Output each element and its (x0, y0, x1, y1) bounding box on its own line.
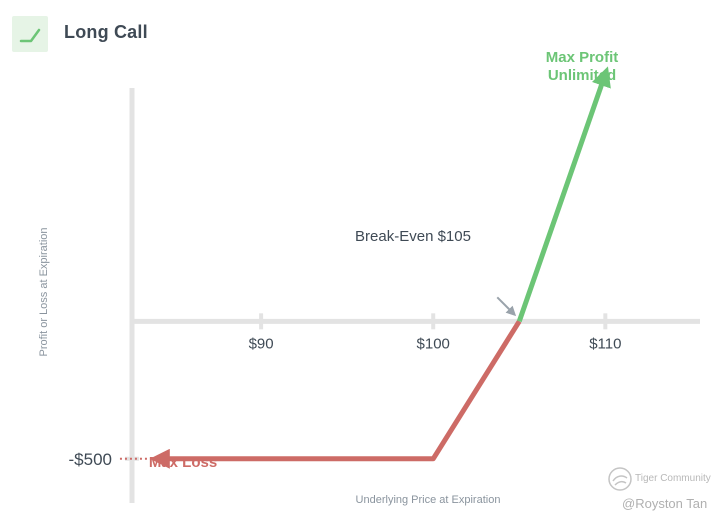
watermark-community: Tiger Community (635, 473, 711, 484)
x-tick-label: $100 (417, 335, 450, 352)
break-even-label: Break-Even $105 (355, 228, 471, 245)
call-payoff-icon (19, 28, 41, 43)
break-even-arrow (496, 296, 517, 317)
max-profit-unlimited-label: Unlimited (548, 67, 616, 84)
x-axis-label: Underlying Price at Expiration (356, 494, 501, 506)
y-axis-label: Profit or Loss at Expiration (38, 227, 50, 356)
profit-line (516, 66, 611, 323)
x-tick-label: $110 (589, 335, 621, 352)
max-profit-label: Max Profit (546, 49, 619, 66)
y-tick-label: -$500 (69, 450, 112, 469)
title-badge (12, 16, 48, 52)
loss-line (149, 320, 522, 469)
max-loss-label: Max Loss (149, 454, 217, 471)
watermark-handle: @Royston Tan (622, 496, 708, 511)
tiger-logo-icon (608, 467, 632, 491)
chart-title: Long Call (64, 22, 148, 42)
x-tick-label: $90 (249, 335, 274, 352)
